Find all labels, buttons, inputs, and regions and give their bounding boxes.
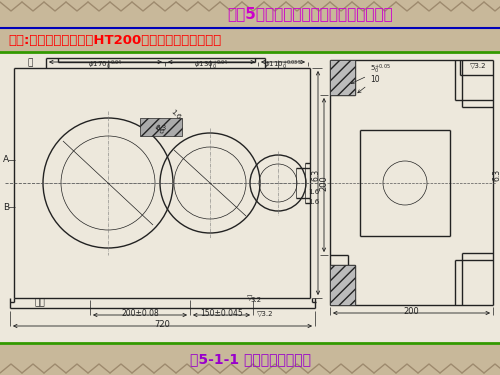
Text: B: B [3, 202, 9, 211]
Text: 6.3: 6.3 [156, 125, 166, 131]
Text: 1.6: 1.6 [170, 109, 182, 121]
Bar [0, 52, 500, 343]
Text: $\phi$130$^{+0.04}_{0}$: $\phi$130$^{+0.04}_{0}$ [194, 59, 229, 72]
Text: 10: 10 [358, 75, 380, 93]
Text: 200: 200 [320, 175, 328, 191]
Polygon shape [330, 60, 355, 95]
Text: 6.3: 6.3 [492, 169, 500, 181]
Text: 200: 200 [404, 307, 419, 316]
Text: 6.3: 6.3 [312, 169, 320, 181]
Bar [0, 0, 500, 52]
Text: ▽3.2: ▽3.2 [470, 62, 486, 68]
Text: ▽: ▽ [248, 295, 252, 301]
Text: 150±0.045: 150±0.045 [200, 309, 243, 318]
Polygon shape [140, 118, 182, 136]
Text: $\phi$110$^{+0.035}_{0}$: $\phi$110$^{+0.035}_{0}$ [264, 59, 302, 72]
Text: A: A [3, 156, 9, 165]
Bar [0, 343, 500, 375]
Text: $\phi$170$^{+0.04}_{0}$: $\phi$170$^{+0.04}_{0}$ [88, 59, 123, 72]
Text: 盖: 盖 [28, 58, 32, 68]
Text: ▽3.2: ▽3.2 [257, 310, 273, 316]
Text: 1.6: 1.6 [308, 199, 320, 205]
Text: 项目5减速机箱体类加工工艺过程卡编制: 项目5减速机箱体类加工工艺过程卡编制 [227, 6, 393, 21]
Text: 底座: 底座 [34, 298, 46, 307]
Text: 3.2: 3.2 [250, 297, 262, 303]
Text: 5$^{+0.05}_{0}$: 5$^{+0.05}_{0}$ [351, 63, 391, 84]
Text: 1.6: 1.6 [308, 189, 320, 195]
Text: 图5-1-1 减速机箱体平面图: 图5-1-1 减速机箱体平面图 [190, 352, 310, 366]
Text: 任务:减速机箱体材料为HT200，编制其加工工艺过程: 任务:减速机箱体材料为HT200，编制其加工工艺过程 [8, 33, 221, 46]
Text: 1.6: 1.6 [153, 124, 165, 136]
Text: 720: 720 [154, 320, 170, 329]
Text: 200±0.08: 200±0.08 [121, 309, 159, 318]
Polygon shape [330, 265, 355, 305]
